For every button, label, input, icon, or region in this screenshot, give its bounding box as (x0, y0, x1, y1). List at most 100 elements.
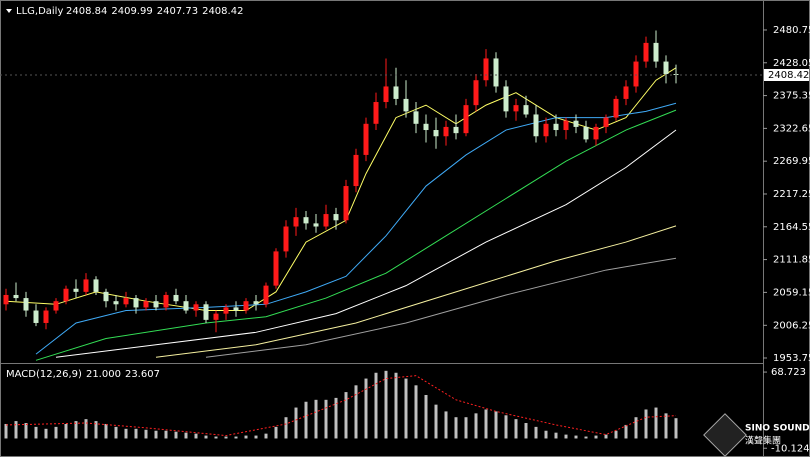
candle-body (473, 80, 479, 106)
candle-body (73, 288, 79, 292)
candle-body (33, 310, 39, 323)
macd-bar (314, 399, 318, 439)
macd-bar (544, 430, 548, 439)
candle-body (363, 123, 369, 155)
logo: SINO SOUND 漢聲集團 (703, 413, 810, 457)
macd-bar (154, 430, 158, 439)
macd-bar (454, 417, 458, 439)
candle-body (443, 126, 449, 137)
macd-bar (194, 433, 198, 439)
candle-body (643, 42, 649, 62)
moving-average (35, 102, 677, 355)
candle-body (633, 61, 639, 87)
macd-bar (84, 419, 88, 439)
candle-body (293, 217, 299, 227)
macd-signal (5, 375, 677, 437)
macd-bar (124, 428, 128, 439)
candle-body (183, 301, 189, 311)
candle-body (553, 123, 559, 131)
macd-bar (174, 431, 178, 439)
candle-body (153, 301, 159, 308)
macd-bar (524, 423, 528, 439)
macd-bar (674, 418, 678, 439)
candle-body (433, 130, 439, 137)
y-tick-label: 2269.95 (773, 156, 810, 167)
macd-bar (514, 419, 518, 439)
y-tick-label: -10.124 (771, 443, 810, 454)
macd-bar (664, 413, 668, 439)
y-tick-label: 2375.35 (773, 91, 810, 102)
candle-body (3, 294, 9, 305)
macd-bar (94, 421, 98, 439)
macd-bar (344, 392, 348, 439)
macd-bar (504, 415, 508, 439)
macd-bar (564, 434, 568, 439)
macd-bar (384, 370, 388, 439)
candle-body (283, 226, 289, 252)
candle-body (23, 298, 29, 311)
candle-body (173, 294, 179, 302)
moving-average (155, 225, 677, 358)
candle-body (113, 301, 119, 305)
candle-body (493, 58, 499, 87)
macd-bar (114, 426, 118, 439)
macd-bar (294, 407, 298, 439)
candle-body (213, 313, 219, 320)
macd-bar (594, 435, 598, 439)
candle-body (353, 154, 359, 187)
macd-bar (364, 378, 368, 439)
menu-triangle (6, 9, 12, 13)
macd-bar (334, 397, 338, 439)
candle-body (453, 126, 459, 134)
candle-body (143, 301, 149, 308)
macd-bar (534, 426, 538, 439)
candle-body (603, 117, 609, 127)
macd-bar (74, 421, 78, 439)
macd-bar (464, 417, 468, 439)
candle-body (533, 114, 539, 137)
macd-bar (14, 421, 18, 439)
candle-body (63, 288, 69, 302)
y-tick-label: 2480.75 (773, 25, 810, 36)
macd-bar (584, 436, 588, 439)
candle-body (513, 105, 519, 112)
candle-body (333, 214, 339, 221)
price-label-box (764, 68, 809, 81)
header-value: 2408.42 (202, 6, 243, 17)
candle-body (253, 301, 259, 305)
candle-body (163, 294, 169, 308)
candle-body (83, 279, 89, 292)
macd-bar (654, 407, 658, 439)
header-value: 2408.84 (66, 6, 107, 17)
price-label: 2408.42 (768, 70, 809, 81)
candle-body (133, 298, 139, 308)
moving-average (205, 257, 677, 358)
candle-body (193, 304, 199, 311)
macd-bar (394, 372, 398, 439)
candle-body (483, 58, 489, 81)
y-tick-label: 2059.15 (773, 287, 810, 298)
macd-bar (424, 394, 428, 439)
logo-subtext: 漢聲集團 (745, 435, 781, 447)
macd-bar (64, 423, 68, 439)
candle-body (413, 111, 419, 124)
macd-bar (474, 413, 478, 439)
macd-title: MACD(12,26,9) (6, 369, 82, 380)
macd-bar (404, 378, 408, 439)
y-tick-label: 68.723 (771, 367, 806, 378)
y-tick-label: 1953.75 (773, 353, 810, 364)
y-tick-label: 2111.85 (773, 255, 810, 266)
macd-bar (414, 385, 418, 439)
candle-body (123, 298, 129, 305)
candle-body (93, 279, 99, 292)
y-tick-label: 2006.25 (773, 320, 810, 331)
macd-bar (604, 434, 608, 439)
candle-body (13, 294, 19, 299)
macd-bar (204, 435, 208, 439)
candle-body (543, 123, 549, 137)
candle-body (393, 86, 399, 99)
macd-bar (234, 436, 238, 439)
macd-bar (324, 399, 328, 439)
macd-bar (554, 432, 558, 439)
